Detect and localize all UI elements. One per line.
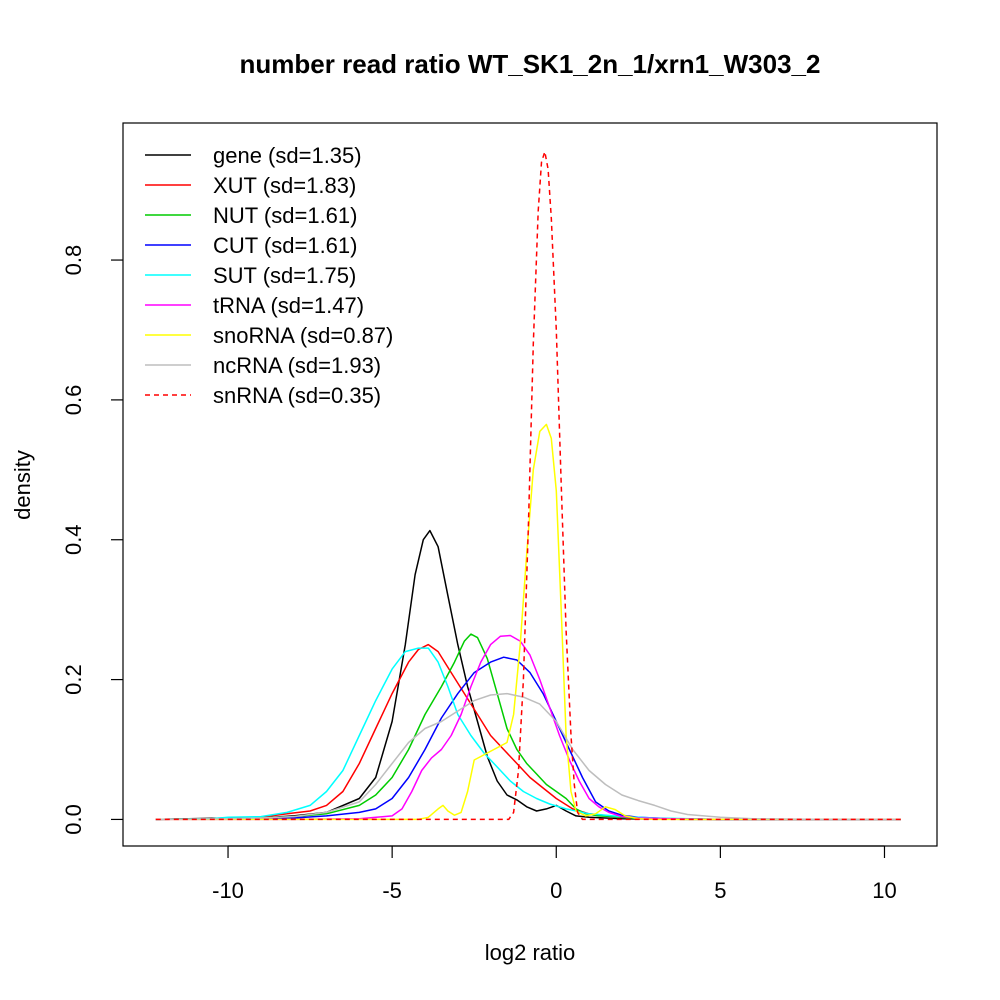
- y-axis-label: density: [10, 450, 35, 520]
- series-line-4: [155, 647, 901, 821]
- series-line-3: [155, 656, 901, 821]
- x-tick-label: -10: [212, 878, 244, 903]
- legend-label: NUT (sd=1.61): [213, 203, 357, 228]
- legend-label: SUT (sd=1.75): [213, 263, 356, 288]
- x-tick-label: 5: [714, 878, 726, 903]
- x-tick-label: 10: [872, 878, 896, 903]
- plot-frame: [122, 122, 938, 847]
- x-axis-label: log2 ratio: [485, 940, 576, 965]
- y-tick-label: 0.0: [61, 804, 86, 835]
- legend-label: CUT (sd=1.61): [213, 233, 357, 258]
- series-line-7: [155, 692, 901, 821]
- legend-label: snRNA (sd=0.35): [213, 383, 381, 408]
- y-tick-label: 0.4: [61, 524, 86, 555]
- series-line-6: [155, 423, 901, 821]
- y-tick-label: 0.8: [61, 245, 86, 276]
- series-layer: [155, 150, 901, 821]
- y-axis: 0.0 0.2 0.4 0.6 0.8: [61, 245, 123, 835]
- series-line-8: [155, 150, 901, 821]
- legend-label: gene (sd=1.35): [213, 143, 362, 168]
- x-axis: -10 -5 0 5 10: [212, 845, 897, 903]
- x-tick-label: -5: [382, 878, 402, 903]
- series-line-2: [155, 633, 901, 821]
- x-tick-label: 0: [550, 878, 562, 903]
- legend-label: XUT (sd=1.83): [213, 173, 356, 198]
- chart-title: number read ratio WT_SK1_2n_1/xrn1_W303_…: [240, 49, 821, 79]
- y-tick-label: 0.6: [61, 385, 86, 416]
- legend: gene (sd=1.35) XUT (sd=1.83) NUT (sd=1.61)…: [145, 143, 393, 408]
- legend-label: snoRNA (sd=0.87): [213, 323, 393, 348]
- y-tick-label: 0.2: [61, 664, 86, 695]
- legend-label: ncRNA (sd=1.93): [213, 353, 381, 378]
- legend-label: tRNA (sd=1.47): [213, 293, 364, 318]
- series-line-5: [155, 634, 901, 821]
- series-line-0: [155, 529, 901, 821]
